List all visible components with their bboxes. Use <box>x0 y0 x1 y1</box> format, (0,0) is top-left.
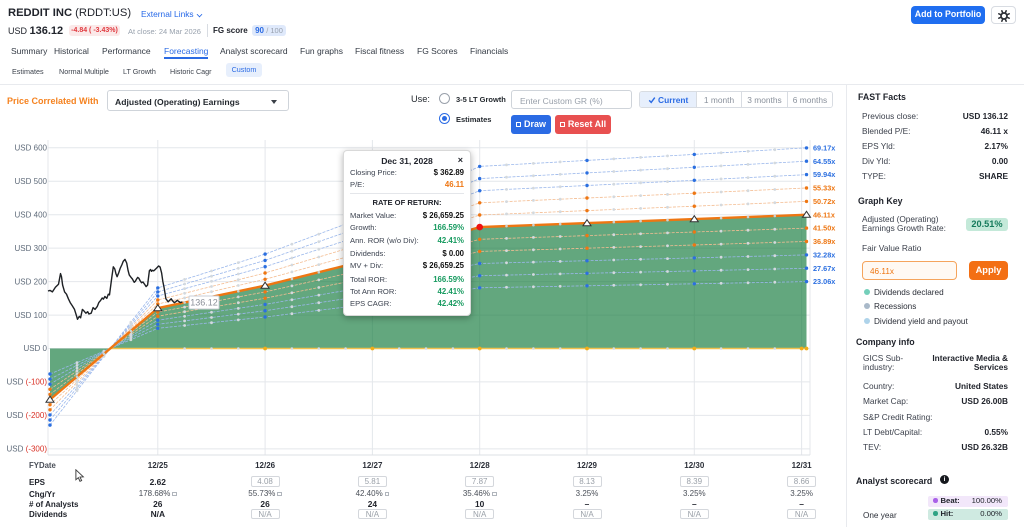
svg-text:USD 300: USD 300 <box>15 244 48 253</box>
svg-text:USD (-300): USD (-300) <box>7 445 48 454</box>
svg-text:27.67x: 27.67x <box>813 264 835 273</box>
svg-text:46.11x: 46.11x <box>813 210 835 219</box>
svg-text:64.55x: 64.55x <box>813 157 835 166</box>
svg-text:59.94x: 59.94x <box>813 170 835 179</box>
svg-text:36.89x: 36.89x <box>813 237 835 246</box>
svg-text:USD 600: USD 600 <box>15 144 48 153</box>
svg-text:50.72x: 50.72x <box>813 197 835 206</box>
svg-text:USD 0: USD 0 <box>23 344 47 353</box>
svg-text:69.17x: 69.17x <box>813 144 835 153</box>
svg-text:55.33x: 55.33x <box>813 184 835 193</box>
svg-text:USD 100: USD 100 <box>15 311 48 320</box>
svg-text:41.50x: 41.50x <box>813 224 835 233</box>
svg-text:136.12: 136.12 <box>190 298 218 308</box>
svg-text:USD 500: USD 500 <box>15 177 48 186</box>
svg-text:32.28x: 32.28x <box>813 251 835 260</box>
svg-text:USD 400: USD 400 <box>15 210 48 219</box>
svg-text:USD (-100): USD (-100) <box>7 378 48 387</box>
svg-text:23.06x: 23.06x <box>813 277 835 286</box>
svg-text:USD 200: USD 200 <box>15 277 48 286</box>
svg-text:USD (-200): USD (-200) <box>7 411 48 420</box>
